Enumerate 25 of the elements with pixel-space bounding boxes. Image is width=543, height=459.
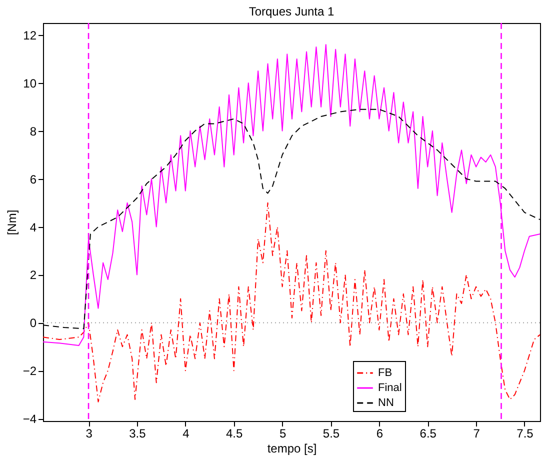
y-tick-label: −4 — [22, 412, 37, 426]
y-tick-label: 12 — [23, 28, 37, 42]
chart-title: Torques Junta 1 — [248, 4, 335, 18]
y-tick-label: 8 — [30, 124, 37, 138]
x-tick-label: 3.5 — [129, 426, 146, 440]
y-tick-label: 0 — [30, 316, 37, 330]
x-tick-label: 4 — [182, 426, 190, 440]
legend-label: NN — [378, 397, 394, 409]
y-axis-title: [Nm] — [4, 210, 19, 236]
x-tick-label: 6 — [376, 426, 384, 440]
x-tick-label: 5.5 — [322, 426, 340, 440]
x-tick-label: 7.5 — [516, 426, 534, 440]
y-tick-label: 2 — [30, 268, 37, 282]
x-tick-label: 5 — [279, 426, 286, 440]
x-tick-label: 7 — [473, 426, 480, 440]
y-tick-label: 6 — [30, 172, 37, 186]
x-tick-label: 3 — [86, 426, 93, 440]
legend-label: Final — [378, 382, 402, 394]
x-tick-label: 6.5 — [420, 426, 437, 440]
y-tick-label: −2 — [22, 364, 37, 378]
y-tick-label: 10 — [23, 76, 37, 90]
x-axis-title: tempo [s] — [267, 442, 317, 456]
x-tick-label: 4.5 — [226, 426, 244, 440]
y-tick-label: 4 — [30, 220, 37, 234]
legend-label: FB — [378, 367, 392, 379]
